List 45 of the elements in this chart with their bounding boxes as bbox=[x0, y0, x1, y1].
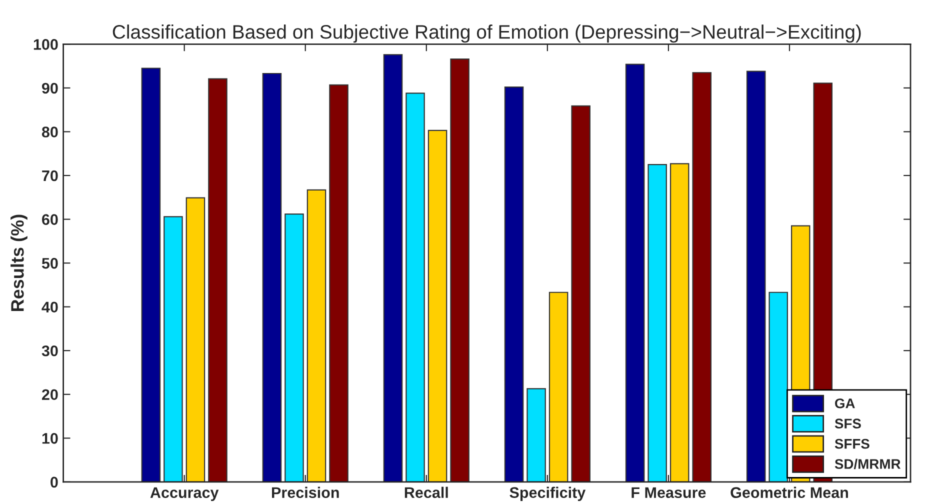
y-tick-label: 100 bbox=[34, 39, 58, 50]
bar bbox=[329, 84, 348, 482]
bar bbox=[548, 292, 568, 482]
bar bbox=[625, 64, 645, 482]
chart-title: Classification Based on Subjective Rating of Emotion (Depressing−>Neutral−>Exciting) bbox=[112, 24, 861, 43]
y-tick-label: 50 bbox=[42, 258, 58, 269]
x-tick-label: Specificity bbox=[510, 486, 586, 502]
x-tick-label: Geometric Mean bbox=[730, 486, 848, 498]
bar bbox=[670, 163, 690, 482]
x-tick-label: Precision bbox=[272, 486, 339, 498]
bar bbox=[571, 105, 590, 482]
x-tick-label: Accuracy bbox=[150, 487, 219, 502]
bar bbox=[186, 197, 206, 482]
bar bbox=[406, 92, 425, 482]
y-tick-label: 40 bbox=[42, 302, 58, 313]
bar bbox=[141, 68, 161, 482]
y-tick-label: 10 bbox=[42, 433, 58, 444]
bar bbox=[692, 72, 712, 482]
bar bbox=[208, 78, 228, 482]
y-tick-label: 90 bbox=[42, 82, 58, 94]
bar bbox=[284, 213, 304, 482]
legend-label: SFFS bbox=[834, 438, 870, 449]
bar bbox=[383, 54, 403, 482]
x-tick-label: F Measure bbox=[632, 487, 706, 498]
bar bbox=[504, 86, 524, 482]
legend-label: SD/MRMR bbox=[834, 458, 901, 470]
y-tick-label: 20 bbox=[42, 389, 58, 400]
legend-label: SFS bbox=[834, 418, 861, 429]
bar bbox=[648, 164, 667, 482]
bar bbox=[164, 216, 183, 482]
bar bbox=[306, 189, 326, 482]
y-tick-label: 70 bbox=[42, 170, 58, 182]
bar bbox=[428, 130, 448, 482]
bar bbox=[768, 292, 788, 482]
y-tick-label: 80 bbox=[42, 126, 58, 138]
x-tick-label: Recall bbox=[404, 486, 448, 498]
y-tick-label: 60 bbox=[42, 214, 58, 225]
bar bbox=[262, 72, 282, 482]
bar bbox=[526, 388, 546, 482]
y-tick-label: 0 bbox=[50, 476, 58, 488]
y-tick-label: 30 bbox=[42, 345, 58, 356]
bar bbox=[746, 70, 766, 482]
bar bbox=[450, 58, 470, 482]
legend-label: GA bbox=[835, 398, 855, 408]
y-axis-title: Results (%) bbox=[10, 214, 28, 311]
